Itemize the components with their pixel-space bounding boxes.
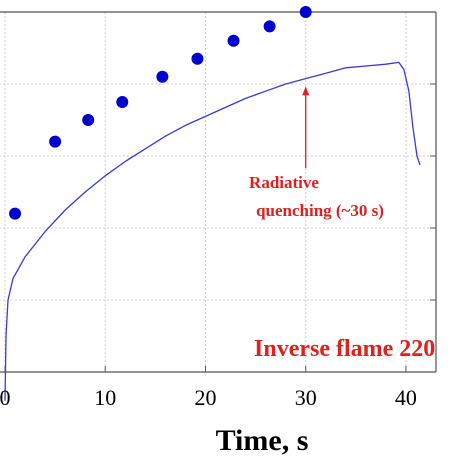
x-tick-label-4: 40 xyxy=(395,385,417,410)
annotation-radiative: Radiative xyxy=(249,173,319,192)
series-line-1 xyxy=(4,61,421,401)
x-axis-title: Time, s xyxy=(216,424,309,457)
data-point-6 xyxy=(227,34,240,47)
data-point-8 xyxy=(299,6,312,18)
x-tick-label-3: 30 xyxy=(295,385,317,410)
line-series xyxy=(4,61,421,401)
data-point-5 xyxy=(191,52,204,65)
data-point-0 xyxy=(9,207,22,220)
plot-frame xyxy=(0,11,437,373)
x-tick-label-0: 0 xyxy=(0,385,11,410)
annotation-arrowhead xyxy=(302,86,310,96)
marker-series xyxy=(9,6,312,220)
data-point-7 xyxy=(263,20,276,33)
x-axis-ticks: 0 10 20 30 40 xyxy=(0,11,436,410)
annotations: Radiative quenching (~30 s) Inverse flam… xyxy=(249,86,435,362)
grid-lines xyxy=(0,11,436,372)
data-point-3 xyxy=(116,96,129,108)
data-point-1 xyxy=(49,135,62,148)
annotation-quenching: quenching (~30 s) xyxy=(256,201,384,220)
x-tick-label-1: 10 xyxy=(94,385,116,410)
data-point-4 xyxy=(156,70,169,83)
annotation-inverse-flame: Inverse flame 220 xyxy=(254,336,435,362)
x-tick-label-2: 20 xyxy=(194,385,216,410)
data-point-2 xyxy=(82,114,95,126)
